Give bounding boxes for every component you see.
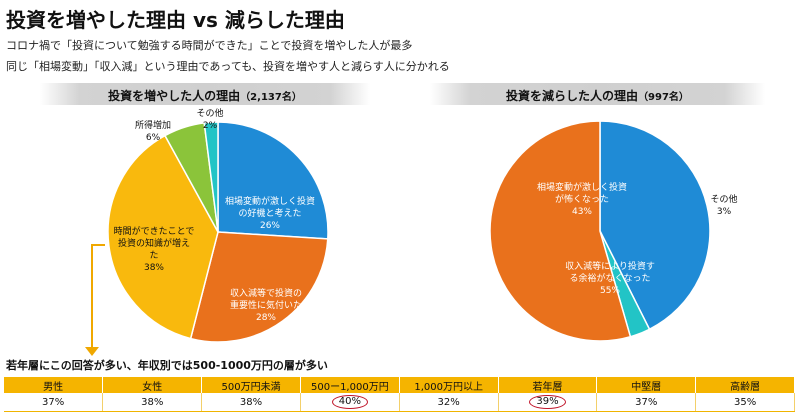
increase-slice-4 bbox=[203, 121, 219, 233]
breakdown-value-4: 32% bbox=[399, 393, 499, 412]
subtitle-2: 同じ「相場変動」「収入減」という理由であっても、投資を増やす人と減らす人に分かれ… bbox=[6, 60, 450, 73]
left-chart-count: （2,137名） bbox=[240, 92, 302, 103]
page-title: 投資を増やした理由 vs 減らした理由 bbox=[6, 8, 345, 32]
breakdown-header-0: 男性 bbox=[4, 377, 104, 393]
callout-arrow-down-icon bbox=[85, 347, 99, 356]
increase-slice-label-1: 収入減等で投資の重要性に気付いた 28% bbox=[230, 287, 302, 323]
subtitle-1: コロナ禍で「投資について勉強する時間ができた」ことで投資を増やした人が最多 bbox=[6, 39, 413, 52]
decrease-slice-label-0: 相場変動が激しく投資が怖くなった 43% bbox=[537, 181, 627, 217]
right-chart-banner: 投資を減らした人の理由（997名） bbox=[430, 83, 765, 105]
increase-slice-label-2: 時間ができたことで投資の知識が増えた 38% bbox=[114, 225, 195, 273]
breakdown-value-1: 38% bbox=[102, 393, 203, 412]
right-chart-count: （997名） bbox=[638, 92, 689, 103]
breakdown-header-3: 500ー1,000万円 bbox=[300, 377, 400, 393]
right-chart-title: 投資を減らした人の理由 bbox=[506, 89, 639, 103]
breakdown-header-4: 1,000万円以上 bbox=[399, 377, 499, 393]
breakdown-header-6: 中堅層 bbox=[596, 377, 697, 393]
highlight-circle: 39% bbox=[529, 395, 566, 409]
breakdown-value-6: 37% bbox=[596, 393, 697, 412]
breakdown-value-0: 37% bbox=[4, 393, 104, 412]
increase-slice-label-0: 相場変動が激しく投資の好機と考えた 26% bbox=[225, 195, 315, 231]
increase-slice-1 bbox=[189, 231, 329, 343]
breakdown-value-7: 35% bbox=[695, 393, 795, 412]
breakdown-note: 若年層にこの回答が多い、年収別では500-1000万円の層が多い bbox=[6, 359, 328, 372]
breakdown-value-3: 40% bbox=[300, 393, 400, 412]
decrease-slice-2 bbox=[489, 120, 632, 342]
left-chart-banner: 投資を増やした人の理由（2,137名） bbox=[40, 83, 370, 105]
breakdown-value-5: 39% bbox=[498, 393, 598, 412]
callout-arrow-stem bbox=[91, 244, 105, 246]
breakdown-value-row: 37% 38% 38% 40% 32% 39% 37% 35% bbox=[4, 393, 795, 412]
increase-slice-2 bbox=[107, 134, 219, 340]
breakdown-value-2: 38% bbox=[201, 393, 301, 412]
breakdown-header-7: 高齢層 bbox=[695, 377, 795, 393]
increase-slice-label-4: その他 2% bbox=[196, 107, 223, 131]
breakdown-header-row: 男性 女性 500万円未満 500ー1,000万円 1,000万円以上 若年層 中堅層 高齢層 bbox=[4, 377, 795, 393]
highlight-circle: 40% bbox=[331, 395, 368, 409]
breakdown-header-2: 500万円未満 bbox=[201, 377, 301, 393]
decrease-slice-label-1: その他 3% bbox=[710, 193, 737, 217]
left-chart-title: 投資を増やした人の理由 bbox=[108, 89, 241, 103]
increase-reasons-pie: 相場変動が激しく投資の好機と考えた 26% 収入減等で投資の重要性に気付いた 28% 時… bbox=[107, 107, 329, 343]
decrease-slice-0 bbox=[599, 120, 711, 331]
callout-arrow-line bbox=[91, 244, 93, 348]
increase-slice-label-3: 所得増加 6% bbox=[135, 119, 171, 143]
decrease-slice-label-2: 収入減等により投資する余裕がなくなった 55% bbox=[565, 260, 655, 296]
breakdown-header-1: 女性 bbox=[102, 377, 203, 393]
increase-slice-0 bbox=[217, 121, 329, 240]
decrease-reasons-pie: 相場変動が激しく投資が怖くなった 43% その他 3% 収入減等により投資する余裕がなく… bbox=[489, 120, 738, 342]
breakdown-header-5: 若年層 bbox=[498, 377, 598, 393]
breakdown-table: 男性 女性 500万円未満 500ー1,000万円 1,000万円以上 若年層 中堅層 高齢層… bbox=[4, 377, 795, 412]
